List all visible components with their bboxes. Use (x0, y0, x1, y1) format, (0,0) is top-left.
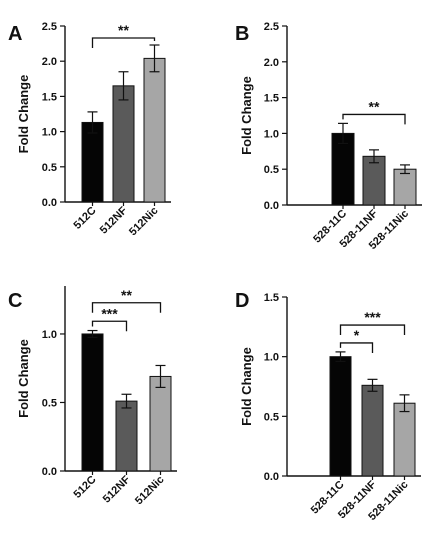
significance-label: ** (121, 287, 132, 303)
y-axis-label: Fold Change (239, 347, 254, 426)
y-tick-label: 0.0 (264, 471, 279, 483)
y-axis-label: Fold Change (239, 76, 254, 155)
category-label: 512Nic (133, 474, 167, 508)
y-tick-label: 0.0 (264, 200, 279, 212)
significance-bracket (91, 320, 128, 332)
bar-528-11NF (362, 155, 386, 206)
y-tick-label: 2.0 (264, 57, 279, 69)
y-tick-label: 1.5 (42, 91, 57, 103)
panel-a: A 0.0 0.5 1.0 1.5 2.0 2.5 Fold Change 512C 512NF5… (8, 21, 171, 238)
significance-label: *** (101, 305, 118, 321)
y-tick-label: 2.5 (42, 21, 57, 33)
significance-label: *** (364, 309, 381, 325)
bar-528-11Nic (393, 168, 417, 206)
y-tick-label: 0.0 (42, 197, 57, 209)
bar-528-11C (329, 356, 352, 477)
y-tick-label: 1.5 (264, 292, 279, 304)
significance-label: ** (369, 98, 380, 114)
category-label: 512C (72, 205, 99, 232)
y-axis-label: Fold Change (16, 339, 31, 418)
y-tick-label: 1.0 (42, 127, 57, 139)
y-tick-label: 1.0 (42, 329, 57, 341)
bar-512NF (115, 400, 138, 472)
bar-528-11NF (361, 384, 384, 477)
y-tick-label: 0.5 (264, 411, 279, 423)
y-tick-label: 1.0 (264, 128, 279, 140)
significance-bracket (339, 342, 374, 353)
bar-528-11C (331, 132, 355, 206)
bar-512Nic (149, 375, 172, 472)
panel-letter-d: D (235, 290, 249, 312)
bar-528-11Nic (393, 402, 416, 477)
bar-512C (81, 333, 104, 472)
bar-512NF (112, 85, 135, 203)
y-tick-label: 2.5 (264, 21, 279, 33)
significance-label: * (354, 327, 360, 343)
significance-bracket (339, 324, 406, 336)
y-tick-label: 0.0 (42, 466, 57, 478)
significance-bracket (91, 37, 156, 48)
category-label: 512NF (101, 473, 133, 505)
significance-bracket (342, 113, 406, 125)
y-tick-label: 1.5 (264, 93, 279, 105)
y-axis-label: Fold Change (16, 75, 31, 154)
significance-label: ** (118, 22, 129, 38)
y-tick-label: 2.0 (42, 56, 57, 68)
panel-letter-b: B (235, 23, 249, 45)
y-tick-label: 0.5 (264, 164, 279, 176)
bar-512C (81, 121, 104, 203)
panel-letter-c: C (8, 290, 22, 312)
category-label: 512Nic (127, 205, 161, 239)
y-tick-label: 1.0 (264, 352, 279, 364)
significance-bracket (91, 302, 162, 313)
y-tick-label: 0.5 (42, 397, 57, 409)
category-label: 512NF (98, 204, 130, 236)
panel-c: C 0.0 0.5 1.0 Fold Change 512C 512NF 512Nic ****… (8, 286, 177, 507)
panel-letter-a: A (8, 23, 22, 45)
category-label: 512C (72, 474, 99, 501)
bar-512Nic (143, 57, 166, 203)
y-tick-label: 0.5 (42, 162, 57, 174)
